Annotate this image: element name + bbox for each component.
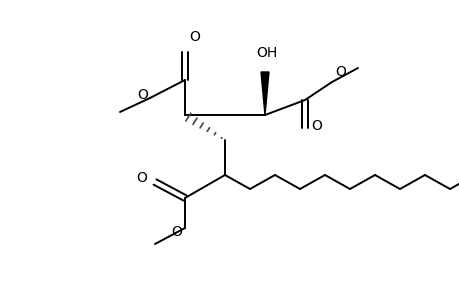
- Text: O: O: [334, 65, 345, 79]
- Text: OH: OH: [256, 46, 277, 60]
- Text: O: O: [171, 225, 182, 239]
- Text: O: O: [136, 171, 147, 185]
- Text: O: O: [189, 30, 200, 44]
- Text: O: O: [310, 119, 321, 133]
- Polygon shape: [260, 72, 269, 115]
- Text: O: O: [137, 88, 148, 102]
